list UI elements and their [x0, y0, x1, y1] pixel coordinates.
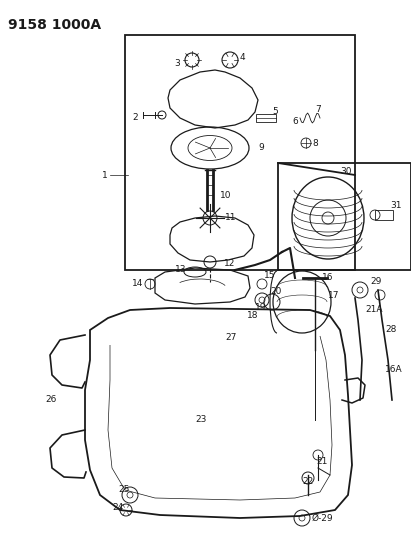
- Text: 24: 24: [112, 504, 123, 513]
- Text: 14: 14: [132, 279, 143, 288]
- Text: 13: 13: [175, 265, 187, 274]
- Text: 1: 1: [102, 171, 108, 180]
- Text: 16A: 16A: [385, 366, 403, 375]
- Text: 6: 6: [292, 117, 298, 126]
- Text: 31: 31: [390, 200, 402, 209]
- Text: 9: 9: [258, 143, 264, 152]
- Text: 30: 30: [340, 167, 351, 176]
- Text: Ø-29: Ø-29: [312, 513, 334, 522]
- Text: 11: 11: [225, 214, 236, 222]
- Text: 27: 27: [225, 334, 236, 343]
- Text: 28: 28: [385, 326, 396, 335]
- Text: 8: 8: [312, 139, 318, 148]
- Bar: [256, 114, 276, 122]
- Text: 2: 2: [132, 112, 138, 122]
- Text: 25: 25: [118, 486, 129, 495]
- Text: 21A: 21A: [365, 305, 383, 314]
- Text: 18: 18: [247, 311, 259, 320]
- Bar: [125, 35, 355, 270]
- Text: 16: 16: [322, 273, 333, 282]
- Bar: [375, 210, 393, 220]
- Bar: [278, 163, 411, 270]
- Text: 15: 15: [264, 271, 275, 280]
- Text: 21: 21: [316, 457, 328, 466]
- Text: 9158 1000A: 9158 1000A: [8, 18, 101, 32]
- Text: 22: 22: [302, 478, 313, 487]
- Text: 5: 5: [272, 108, 278, 117]
- Text: 4: 4: [240, 53, 246, 62]
- Text: 29: 29: [370, 278, 381, 287]
- Text: 23: 23: [195, 416, 206, 424]
- Text: 20: 20: [270, 287, 282, 296]
- Text: 3: 3: [174, 60, 180, 69]
- Text: 10: 10: [220, 190, 231, 199]
- Text: 26: 26: [45, 395, 56, 405]
- Text: 7: 7: [315, 106, 321, 115]
- Text: 17: 17: [328, 290, 339, 300]
- Text: 12: 12: [224, 260, 236, 269]
- Text: 19: 19: [255, 303, 266, 311]
